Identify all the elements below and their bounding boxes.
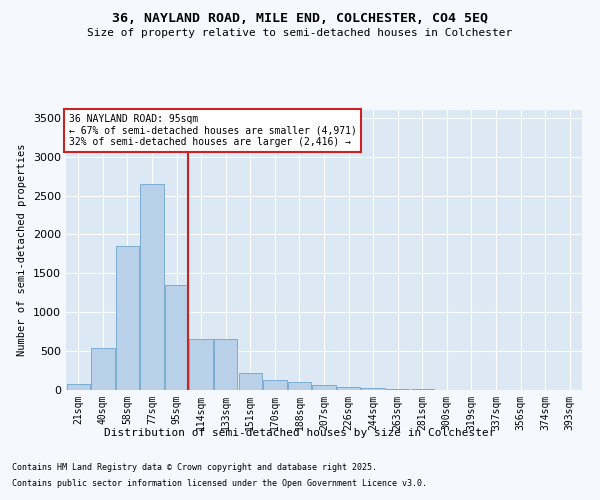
Bar — [263, 380, 287, 390]
Y-axis label: Number of semi-detached properties: Number of semi-detached properties — [17, 144, 28, 356]
Text: 36 NAYLAND ROAD: 95sqm
← 67% of semi-detached houses are smaller (4,971)
32% of : 36 NAYLAND ROAD: 95sqm ← 67% of semi-det… — [68, 114, 356, 148]
Bar — [190, 340, 213, 390]
Bar — [165, 285, 188, 390]
Text: Contains HM Land Registry data © Crown copyright and database right 2025.: Contains HM Land Registry data © Crown c… — [12, 464, 377, 472]
Text: Distribution of semi-detached houses by size in Colchester: Distribution of semi-detached houses by … — [104, 428, 496, 438]
Bar — [239, 374, 262, 390]
Bar — [214, 340, 238, 390]
Bar — [116, 246, 139, 390]
Bar — [313, 385, 335, 390]
Bar — [337, 388, 360, 390]
Bar — [410, 389, 434, 390]
Text: 36, NAYLAND ROAD, MILE END, COLCHESTER, CO4 5EQ: 36, NAYLAND ROAD, MILE END, COLCHESTER, … — [112, 12, 488, 26]
Bar — [386, 389, 409, 390]
Bar — [91, 348, 115, 390]
Bar — [361, 388, 385, 390]
Text: Contains public sector information licensed under the Open Government Licence v3: Contains public sector information licen… — [12, 478, 427, 488]
Text: Size of property relative to semi-detached houses in Colchester: Size of property relative to semi-detach… — [88, 28, 512, 38]
Bar — [67, 384, 90, 390]
Bar — [140, 184, 164, 390]
Bar — [288, 382, 311, 390]
